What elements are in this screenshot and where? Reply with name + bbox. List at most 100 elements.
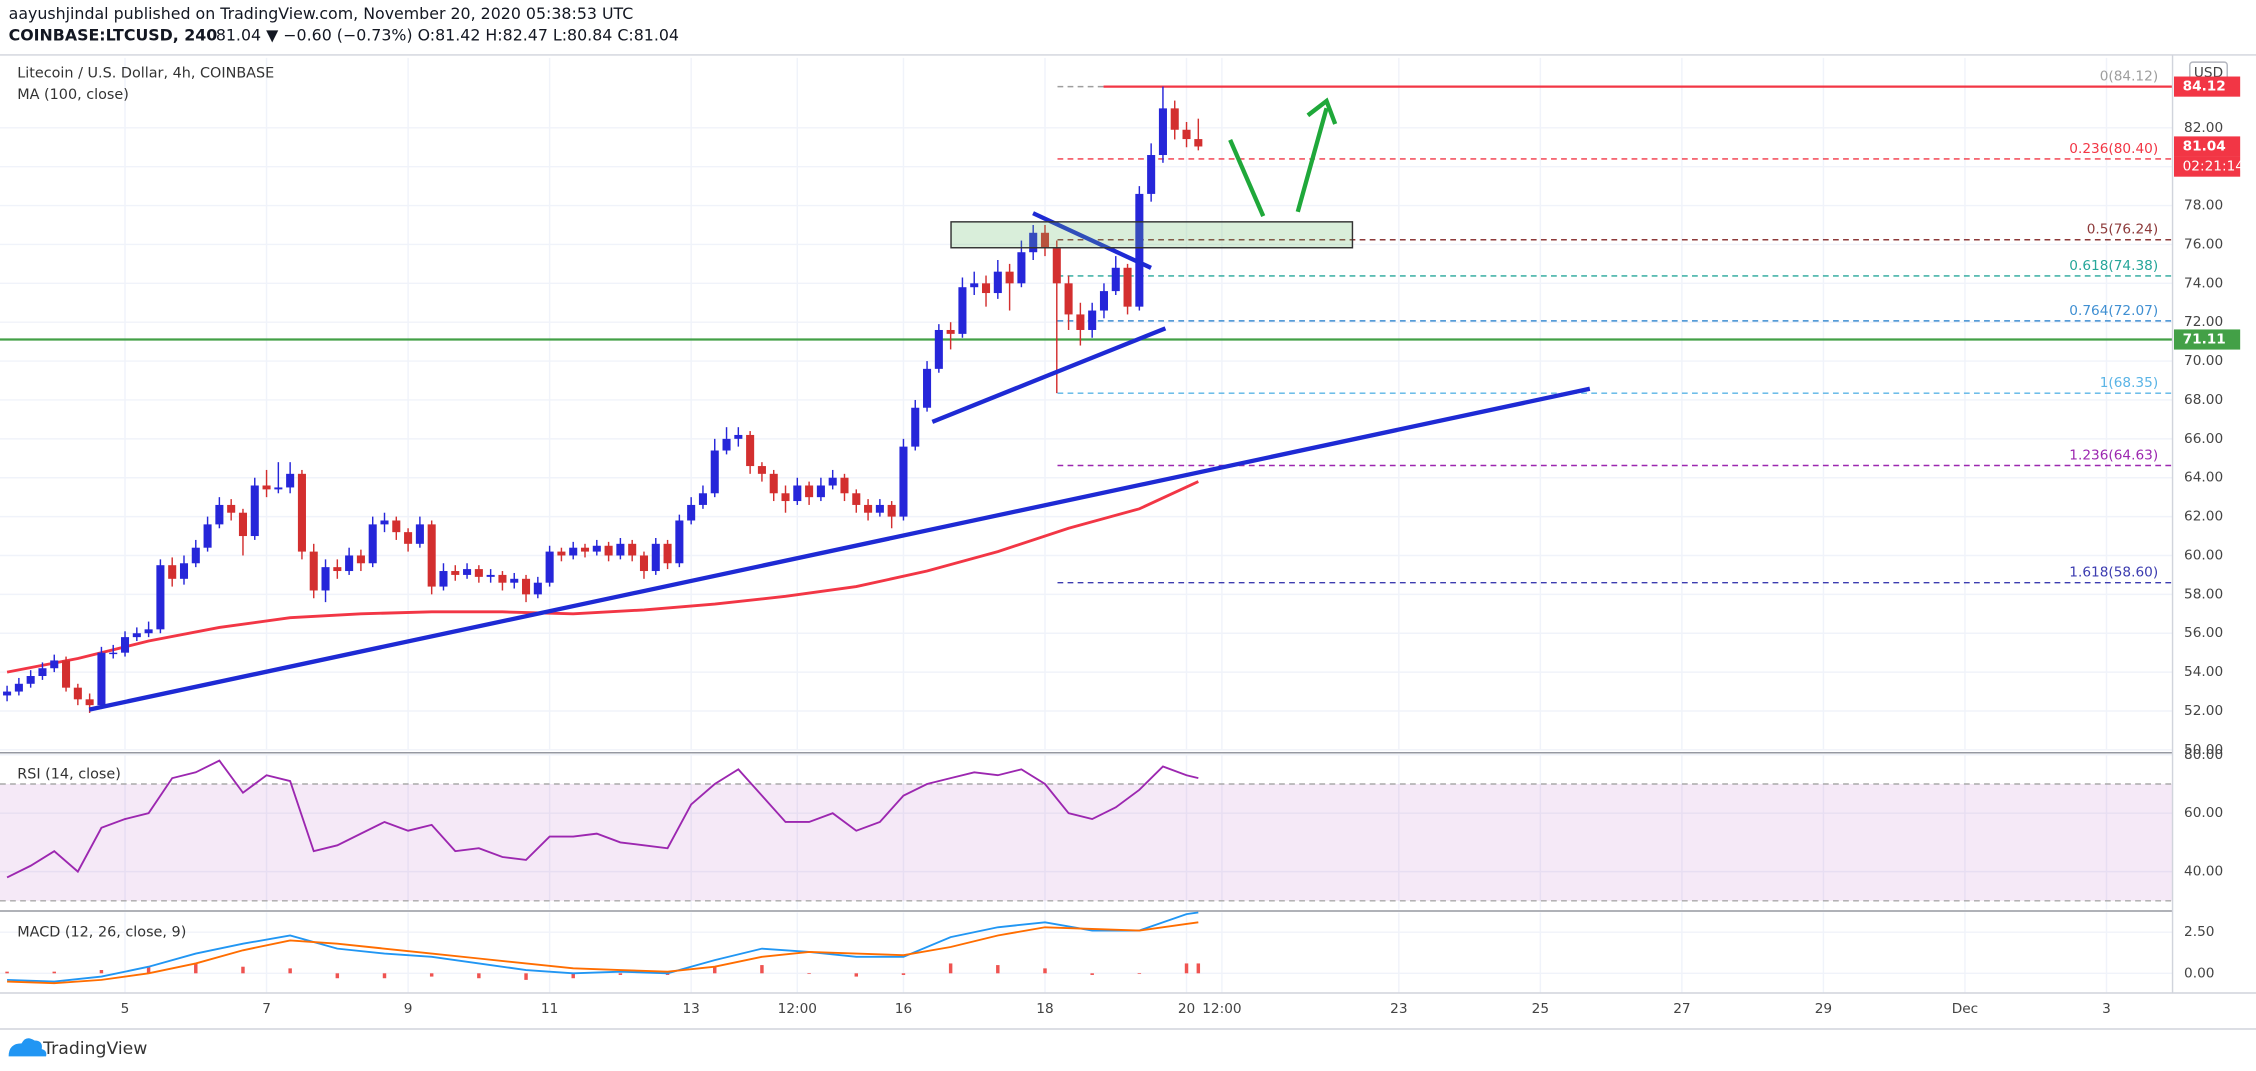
candle-body [179,563,189,579]
arrow-down [1228,138,1266,217]
x-tick-label: 20 [1178,1001,1195,1017]
fib-label: 1.236(64.63) [2069,447,2158,463]
x-tick-label: 18 [1036,1001,1053,1017]
candle-body [486,574,495,577]
candle-body [663,543,672,564]
candle-body [899,446,908,517]
candle-body [793,485,802,502]
candle-body [1194,139,1203,147]
y-tick-label: 68.00 [2184,392,2223,408]
candle-body [1017,252,1026,284]
histogram-bar [524,973,528,980]
candle-body [592,545,601,552]
candle-body [533,582,542,595]
x-tick-label: 13 [682,1001,699,1017]
candle-body [451,571,460,575]
marks-layer [0,85,2173,985]
y-tick-label: 40.00 [2184,864,2223,880]
quote: 81.04 ▼ −0.60 (−0.73%) O:81.42 H:82.47 L… [216,26,679,45]
candle-body [569,547,578,556]
candle-body [970,283,979,288]
candle-body [262,485,271,490]
fib-label: 0.618(74.38) [2069,258,2158,274]
x-tick-label: 25 [1532,1001,1549,1017]
y-tick-label: 78.00 [2184,198,2223,214]
histogram-bar [713,966,717,974]
candle-body [1158,108,1167,156]
candle-body [85,699,94,706]
x-tick-label: 16 [895,1001,912,1017]
histogram-bar [241,966,245,974]
candle-body [404,532,413,544]
fib-label: 1.618(58.60) [2069,565,2158,581]
histogram-bar [194,963,198,974]
histogram-bar [571,973,575,979]
candle-body [191,547,200,564]
candle-body [816,485,825,498]
candle-body [604,545,613,556]
candle-body [392,520,401,533]
price-tag-label: 81.04 [2183,138,2226,154]
x-tick-label: 12:00 [1202,1001,1241,1017]
candle-body [557,551,566,556]
histogram-bar [429,973,434,977]
candle-body [1076,314,1085,330]
candle-body [120,637,130,653]
candle-body [1170,108,1179,130]
candle-body [274,487,283,490]
candle-body [1111,267,1120,292]
candle-body [805,485,814,498]
price-tag [2173,76,2241,97]
x-tick-label: 5 [121,1001,130,1017]
candle-body [38,668,47,677]
candle-body [144,629,153,634]
candle-body [203,524,212,548]
y-tick-label: 76.00 [2184,236,2223,252]
fib-label: 1(68.35) [2100,375,2158,391]
candle-body [522,578,531,595]
x-tick-label: 9 [404,1001,413,1017]
y-tick-label: 64.00 [2184,470,2223,486]
candle-body [1147,155,1156,194]
candle-body [545,551,554,583]
histogram-bar [52,971,56,974]
candle-body [1088,310,1097,330]
candle-body [3,691,12,696]
candle-body [757,466,766,474]
candle-body [26,676,35,684]
fib-label: 0.764(72.07) [2069,303,2158,319]
candle-body [1123,267,1132,307]
candle-body [62,660,71,688]
candle-body [887,504,896,517]
pane-title: MACD (12, 26, close, 9) [17,925,186,941]
trendline [931,326,1167,424]
candle-body [227,504,236,513]
candle-body [97,652,106,706]
moving-average [6,480,1199,674]
y-tick-label: 72.00 [2184,314,2223,330]
countdown-tag [2173,156,2241,177]
x-tick-label: 11 [541,1001,558,1017]
histogram-bar [1196,963,1201,974]
histogram-bar [1090,973,1094,975]
candle-body [722,438,731,451]
candle-body [628,543,637,556]
candle-body [14,683,23,692]
zone-box [950,221,1354,249]
candle-body [1040,232,1050,249]
candle-body [427,524,436,587]
candle-body [156,565,165,630]
legend-entry: MA (100, close) [17,87,129,103]
candle-body [698,493,707,505]
candle-body [73,687,82,700]
arrow-head [1306,97,1338,125]
author-line: aayushjindal published on TradingView.co… [9,4,634,23]
histogram-bar [996,965,1000,974]
brand: TradingView [42,1039,147,1059]
y-tick-label: 52.00 [2184,703,2223,719]
candle-body [333,567,342,572]
candle-body [1064,283,1073,315]
